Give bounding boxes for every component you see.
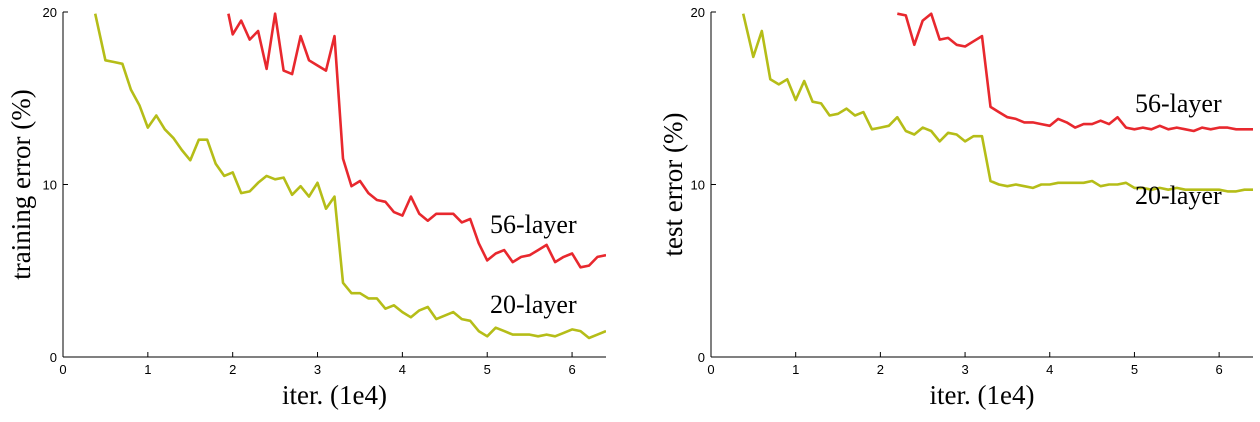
y-tick-label: 0	[50, 350, 57, 365]
series-line-20-layer	[93, 13, 606, 340]
x-tick-label: 3	[314, 362, 321, 377]
x-tick-label: 2	[229, 362, 236, 377]
series-label-20-layer: 20-layer	[490, 290, 577, 319]
y-axis-title: test error (%)	[658, 113, 688, 257]
series-label-56-layer: 56-layer	[490, 210, 577, 239]
x-tick-label: 5	[484, 362, 491, 377]
x-tick-label: 4	[399, 362, 406, 377]
y-tick-label: 20	[43, 5, 57, 20]
x-tick-label: 1	[792, 362, 799, 377]
y-tick-label: 10	[691, 178, 705, 193]
x-tick-label: 6	[568, 362, 575, 377]
series-label-56-layer: 56-layer	[1135, 89, 1222, 118]
x-tick-label: 6	[1216, 362, 1223, 377]
y-tick-label: 0	[698, 350, 705, 365]
y-tick-label: 20	[691, 5, 705, 20]
x-axis-title: iter. (1e4)	[930, 380, 1035, 410]
y-tick-label: 10	[43, 178, 57, 193]
x-tick-label: 2	[877, 362, 884, 377]
series-line-56-layer	[227, 12, 606, 269]
x-tick-label: 0	[707, 362, 714, 377]
test-error-chart: 0 1 2 3 4 5 6 0 10 20 iter. (1e4) test error (%) 56-…	[658, 5, 1253, 410]
series-label-20-layer: 20-layer	[1135, 181, 1222, 210]
x-tick-label: 4	[1046, 362, 1053, 377]
series-line-20-layer	[741, 13, 1253, 193]
series-line-56-layer	[897, 12, 1253, 133]
x-tick-label: 0	[59, 362, 66, 377]
training-error-chart: 0 1 2 3 4 5 6 0 10 20 iter. (1e4) training error (%…	[6, 5, 606, 410]
x-tick-label: 1	[144, 362, 151, 377]
x-tick-label: 3	[961, 362, 968, 377]
x-axis-title: iter. (1e4)	[282, 380, 387, 410]
x-tick-label: 5	[1131, 362, 1138, 377]
y-axis-title: training error (%)	[6, 89, 36, 279]
